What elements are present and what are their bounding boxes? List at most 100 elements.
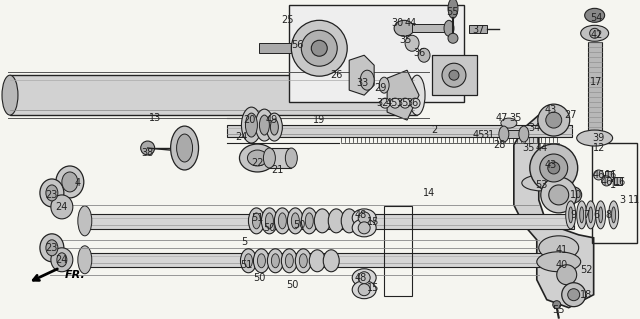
Text: 42: 42 — [591, 30, 603, 40]
Circle shape — [358, 272, 370, 284]
Text: 51: 51 — [240, 260, 253, 270]
Text: 11: 11 — [628, 195, 640, 205]
Ellipse shape — [239, 144, 275, 172]
Ellipse shape — [270, 119, 278, 135]
Ellipse shape — [252, 213, 260, 229]
Bar — [269, 148, 291, 168]
Text: 20: 20 — [243, 115, 255, 125]
Text: 23: 23 — [45, 190, 58, 200]
Text: 24: 24 — [56, 202, 68, 212]
Ellipse shape — [598, 207, 603, 223]
Ellipse shape — [51, 248, 73, 272]
Circle shape — [540, 154, 568, 182]
Ellipse shape — [612, 207, 616, 223]
Ellipse shape — [301, 208, 317, 234]
Text: 52: 52 — [580, 265, 593, 275]
Text: 3: 3 — [620, 195, 626, 205]
Circle shape — [358, 212, 370, 224]
Bar — [588, 42, 602, 132]
Ellipse shape — [266, 113, 282, 141]
Circle shape — [358, 222, 370, 234]
Text: 54: 54 — [591, 13, 603, 23]
Text: 27: 27 — [564, 110, 577, 120]
Ellipse shape — [394, 20, 414, 36]
Text: 53: 53 — [536, 180, 548, 190]
Ellipse shape — [244, 254, 252, 268]
Ellipse shape — [268, 249, 284, 273]
Text: 41: 41 — [556, 245, 568, 255]
Text: 16: 16 — [605, 170, 617, 180]
Ellipse shape — [246, 113, 257, 137]
Circle shape — [541, 177, 577, 213]
Bar — [469, 25, 487, 33]
Ellipse shape — [40, 179, 64, 207]
Text: 46: 46 — [593, 170, 605, 180]
Circle shape — [538, 104, 570, 136]
Text: 38: 38 — [141, 148, 154, 158]
Ellipse shape — [287, 208, 303, 234]
Ellipse shape — [57, 253, 67, 267]
Ellipse shape — [580, 25, 609, 41]
Text: 18: 18 — [580, 290, 592, 300]
Ellipse shape — [566, 201, 576, 229]
Circle shape — [562, 283, 586, 307]
Text: 19: 19 — [313, 115, 325, 125]
Text: 45: 45 — [473, 130, 485, 140]
Text: 21: 21 — [271, 165, 284, 175]
Ellipse shape — [171, 126, 198, 170]
Text: 55: 55 — [445, 7, 458, 17]
Ellipse shape — [596, 201, 605, 229]
Ellipse shape — [56, 166, 84, 198]
Text: 40: 40 — [556, 260, 568, 270]
Bar — [605, 171, 612, 179]
Ellipse shape — [253, 249, 269, 273]
Circle shape — [568, 289, 580, 301]
Ellipse shape — [522, 175, 562, 191]
Text: 50: 50 — [263, 223, 276, 233]
Text: 45: 45 — [386, 98, 398, 108]
Ellipse shape — [78, 206, 92, 236]
Text: 55: 55 — [552, 305, 565, 315]
Text: 37: 37 — [473, 25, 485, 35]
Ellipse shape — [266, 213, 273, 229]
Bar — [614, 177, 621, 185]
Ellipse shape — [539, 236, 579, 260]
Ellipse shape — [501, 118, 517, 128]
Text: 6: 6 — [593, 210, 600, 220]
Ellipse shape — [2, 75, 18, 115]
Text: 50: 50 — [293, 220, 305, 230]
Text: 10: 10 — [570, 190, 582, 200]
Bar — [432, 55, 477, 95]
Text: 44: 44 — [405, 18, 417, 28]
Bar — [227, 125, 572, 137]
Ellipse shape — [352, 209, 376, 227]
Ellipse shape — [352, 269, 376, 287]
Text: 56: 56 — [291, 40, 303, 50]
Text: 12: 12 — [593, 143, 605, 153]
Circle shape — [548, 162, 560, 174]
Text: 28: 28 — [493, 140, 506, 150]
Circle shape — [530, 144, 578, 192]
Bar — [259, 43, 314, 53]
Circle shape — [449, 70, 459, 80]
Ellipse shape — [261, 208, 277, 234]
Text: 15: 15 — [367, 283, 380, 293]
Circle shape — [557, 265, 577, 285]
Circle shape — [141, 141, 155, 155]
Bar — [591, 143, 637, 243]
Text: 5: 5 — [241, 237, 248, 247]
Text: 24: 24 — [56, 255, 68, 265]
Ellipse shape — [241, 107, 261, 143]
Circle shape — [548, 185, 569, 205]
Ellipse shape — [602, 176, 612, 186]
Ellipse shape — [264, 148, 275, 168]
Text: 24: 24 — [236, 132, 248, 142]
Circle shape — [301, 30, 337, 66]
Text: 39: 39 — [593, 133, 605, 143]
Text: FR.: FR. — [65, 270, 86, 280]
Text: 35: 35 — [399, 35, 412, 45]
Bar — [384, 206, 412, 296]
Text: 2: 2 — [431, 125, 437, 135]
Circle shape — [410, 98, 420, 108]
Text: 48: 48 — [355, 273, 367, 283]
